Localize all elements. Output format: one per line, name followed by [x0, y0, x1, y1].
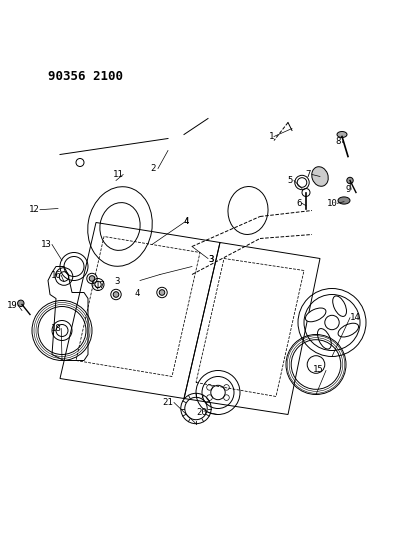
Ellipse shape: [333, 296, 346, 317]
Text: 9: 9: [346, 185, 351, 194]
Text: 2: 2: [151, 164, 156, 173]
Text: 21: 21: [162, 398, 173, 407]
Ellipse shape: [338, 323, 358, 337]
Circle shape: [89, 276, 95, 281]
Ellipse shape: [338, 197, 350, 204]
Text: 8: 8: [336, 137, 341, 146]
Text: 5: 5: [288, 176, 293, 185]
Circle shape: [113, 292, 119, 297]
Text: 6: 6: [297, 199, 302, 208]
Text: 19: 19: [7, 301, 18, 310]
Text: 3: 3: [115, 277, 120, 286]
Text: 1: 1: [269, 132, 274, 141]
Text: 20: 20: [196, 408, 207, 417]
Text: 17: 17: [95, 281, 106, 290]
Ellipse shape: [337, 132, 347, 138]
Ellipse shape: [312, 167, 328, 187]
Ellipse shape: [306, 308, 326, 322]
Circle shape: [18, 300, 24, 306]
Text: 90356 2100: 90356 2100: [48, 70, 123, 83]
Text: 4: 4: [184, 217, 189, 226]
Circle shape: [347, 177, 353, 184]
Ellipse shape: [318, 328, 331, 349]
Text: 4: 4: [184, 217, 189, 226]
Text: 10: 10: [326, 199, 337, 208]
Text: 4: 4: [135, 289, 140, 298]
Text: 3: 3: [208, 255, 213, 264]
Text: 3: 3: [208, 255, 213, 264]
Text: 12: 12: [28, 205, 39, 214]
Text: 13: 13: [40, 240, 51, 249]
Circle shape: [159, 290, 165, 295]
Text: 7: 7: [306, 170, 311, 179]
Text: 14: 14: [350, 313, 361, 322]
Text: 15: 15: [313, 365, 324, 374]
Text: 16: 16: [50, 271, 61, 280]
Text: 11: 11: [112, 170, 123, 179]
Text: 18: 18: [50, 324, 61, 333]
